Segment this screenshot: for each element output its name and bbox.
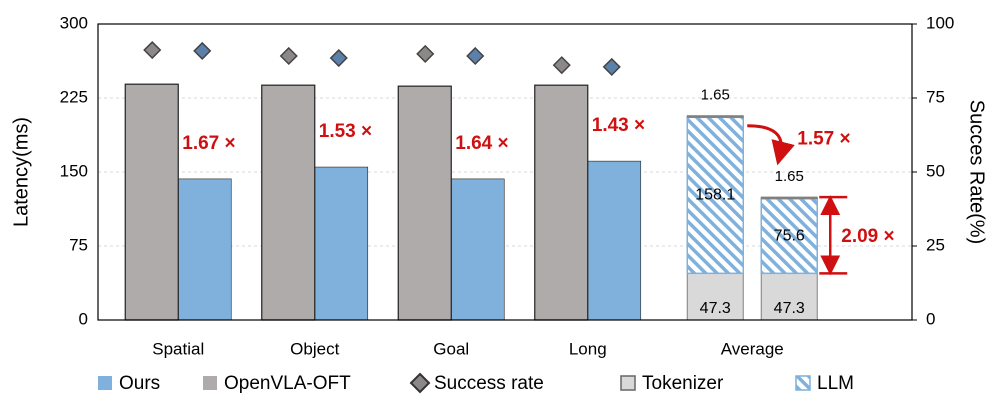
bar [587,160,642,321]
y-tick-label: 0 [79,309,88,328]
y-tick-label: 150 [60,161,88,180]
x-tick-label: Object [290,339,339,358]
bar [397,85,452,321]
bar [261,84,316,321]
legend-swatch [98,376,112,390]
stack-label: 47.3 [700,300,731,317]
stack-segment [760,196,818,200]
y-axis-label: Latency(ms) [10,117,32,227]
y2-tick-label: 25 [926,235,945,254]
stack-label: 158.1 [695,187,735,204]
success-marker [279,46,298,66]
stack-label: 1.65 [775,168,804,185]
success-marker [416,44,435,63]
y-tick-label: 300 [60,13,88,32]
bar [450,178,505,321]
legend-swatch [620,375,636,391]
bar [314,166,369,321]
legend-swatch [203,376,217,390]
y2-tick-label: 100 [926,13,954,32]
stack-segment [760,272,818,321]
success-marker [329,48,348,68]
success-marker [193,41,212,60]
speedup-label: 1.57 × [797,129,850,150]
x-tick-label: Average [721,339,784,358]
x-tick-label: Spatial [152,339,204,358]
legend-label: Tokenizer [642,373,724,394]
legend-swatch [409,372,431,394]
stack-label: 47.3 [774,300,805,317]
x-tick-label: Goal [433,339,469,358]
speedup-label: 1.43 × [592,115,645,136]
plot-frame [97,23,913,321]
stack-label: 1.65 [701,87,730,104]
y2-axis-label: Succes Rate(%) [966,100,988,245]
success-marker [552,56,571,75]
arrow [747,124,795,166]
success-marker [466,46,485,66]
y2-tick-label: 50 [926,161,945,180]
legend-swatch [795,375,811,391]
legend-label: Ours [119,373,160,394]
stack-label: 75.6 [774,227,805,244]
x-tick-label: Long [569,339,607,358]
y-tick-label: 75 [69,235,88,254]
legend-label: LLM [817,373,854,394]
bar [177,178,232,321]
y2-tick-label: 0 [926,309,935,328]
success-marker [143,40,162,60]
legend-label: Success rate [434,373,544,394]
speedup-label: 1.53 × [319,121,372,142]
y2-tick-label: 75 [926,87,945,106]
success-marker [602,57,621,76]
stack-segment [686,115,744,118]
stack-segment [686,116,744,275]
speedup-label: 1.67 × [182,133,235,154]
speedup-label: 1.64 × [455,133,508,154]
legend-label: OpenVLA-OFT [224,373,351,394]
bar [534,84,589,321]
bar [124,83,179,321]
y-tick-label: 225 [60,87,88,106]
speedup-label: 2.09 × [841,226,894,247]
